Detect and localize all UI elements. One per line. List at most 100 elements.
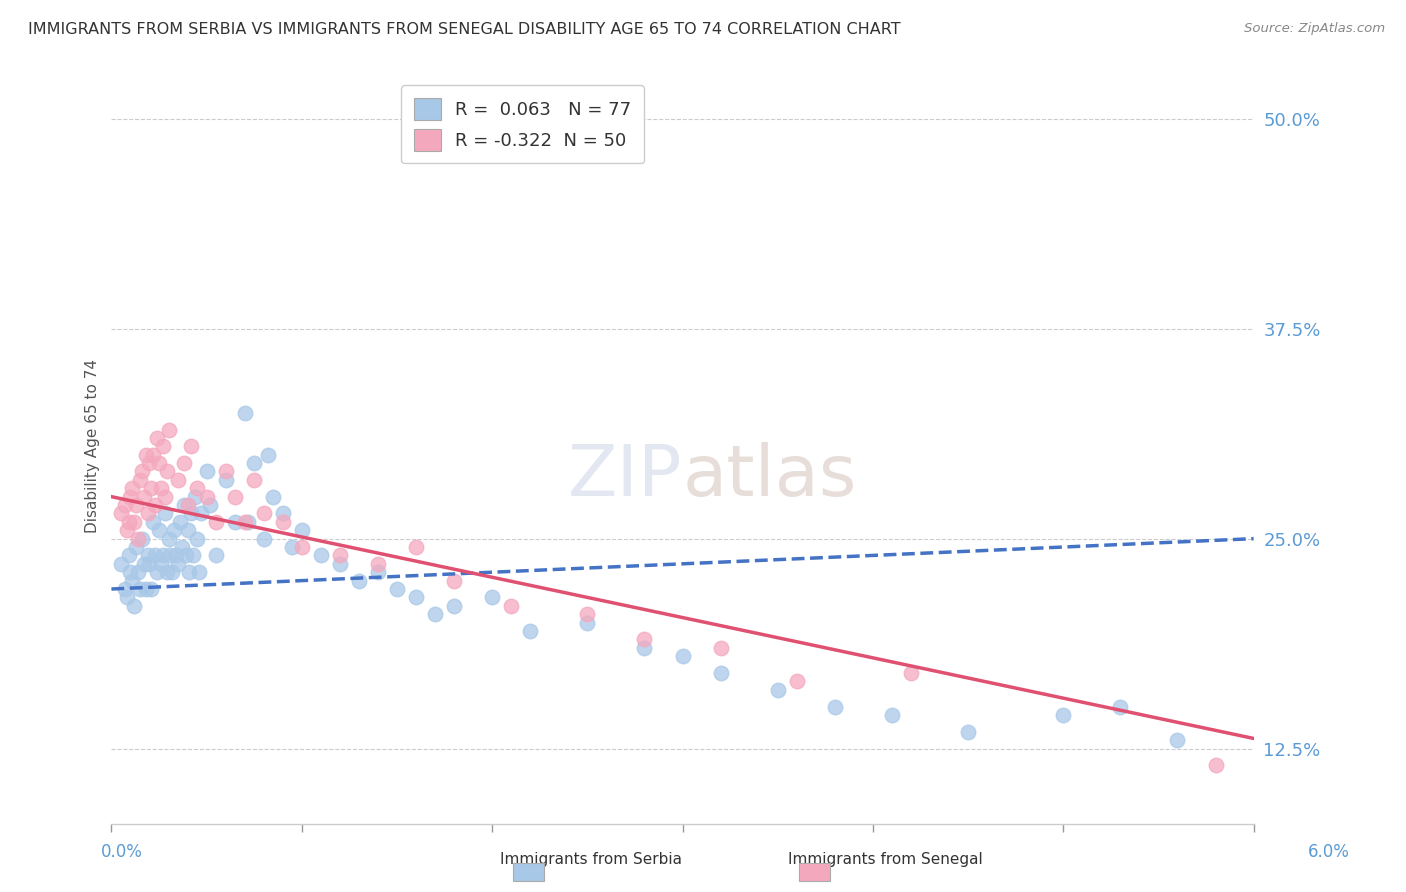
Text: IMMIGRANTS FROM SERBIA VS IMMIGRANTS FROM SENEGAL DISABILITY AGE 65 TO 74 CORREL: IMMIGRANTS FROM SERBIA VS IMMIGRANTS FRO… [28, 22, 901, 37]
Point [131, 532, 153, 546]
Point [824, 699, 846, 714]
Point [238, 515, 260, 529]
Point [1109, 699, 1132, 714]
Point [205, 515, 228, 529]
Point [309, 549, 332, 563]
Point [146, 565, 169, 579]
Point [132, 557, 155, 571]
Point [633, 632, 655, 647]
Point [127, 565, 149, 579]
Point [214, 473, 236, 487]
Point [157, 532, 180, 546]
Point [180, 439, 202, 453]
Point [117, 515, 139, 529]
Point [141, 481, 163, 495]
Point [184, 490, 207, 504]
Point [153, 507, 176, 521]
Point [173, 498, 195, 512]
Point [271, 507, 294, 521]
Point [900, 665, 922, 680]
Point [405, 591, 427, 605]
Text: 0.0%: 0.0% [101, 843, 143, 861]
Point [329, 549, 352, 563]
Point [200, 498, 222, 512]
Point [163, 523, 186, 537]
Point [243, 456, 266, 470]
Text: Source: ZipAtlas.com: Source: ZipAtlas.com [1244, 22, 1385, 36]
Point [173, 456, 195, 470]
Point [519, 624, 541, 638]
Point [367, 557, 389, 571]
Point [181, 549, 204, 563]
Point [281, 540, 304, 554]
Text: Immigrants from Serbia: Immigrants from Serbia [499, 852, 682, 867]
Point [195, 465, 218, 479]
Point [156, 565, 179, 579]
Point [115, 591, 138, 605]
Point [149, 557, 172, 571]
Point [169, 515, 191, 529]
Point [142, 448, 165, 462]
Point [129, 473, 152, 487]
Point [710, 665, 733, 680]
Y-axis label: Disability Age 65 to 74: Disability Age 65 to 74 [86, 359, 100, 533]
Point [122, 515, 145, 529]
Point [291, 540, 314, 554]
Point [190, 507, 212, 521]
Point [136, 549, 159, 563]
Point [271, 515, 294, 529]
Point [1205, 758, 1227, 772]
Point [243, 473, 266, 487]
Point [176, 523, 198, 537]
Point [142, 515, 165, 529]
Point [233, 406, 256, 420]
Point [146, 431, 169, 445]
Point [329, 557, 352, 571]
Point [157, 423, 180, 437]
Point [766, 682, 789, 697]
Point [224, 515, 246, 529]
Point [186, 481, 208, 495]
Point [443, 574, 465, 588]
Point [110, 507, 132, 521]
Point [443, 599, 465, 613]
Point [253, 532, 276, 546]
Point [786, 674, 808, 689]
Point [186, 532, 208, 546]
Text: 6.0%: 6.0% [1308, 843, 1350, 861]
Point [131, 465, 153, 479]
Point [149, 481, 172, 495]
Point [132, 490, 155, 504]
Text: ZIP: ZIP [568, 442, 682, 511]
Point [167, 557, 190, 571]
Point [195, 490, 218, 504]
Point [347, 574, 370, 588]
Point [170, 540, 193, 554]
Point [576, 607, 599, 622]
Point [671, 649, 693, 664]
Point [114, 582, 136, 596]
Point [152, 439, 174, 453]
Point [1166, 733, 1188, 747]
Point [880, 707, 903, 722]
Point [156, 465, 179, 479]
Point [121, 574, 143, 588]
Point [291, 523, 314, 537]
Point [143, 498, 166, 512]
Point [1052, 707, 1074, 722]
Point [957, 724, 980, 739]
Point [138, 456, 160, 470]
Point [633, 640, 655, 655]
Point [162, 565, 184, 579]
Point [120, 490, 142, 504]
Point [385, 582, 408, 596]
Point [129, 582, 152, 596]
Point [167, 473, 190, 487]
Point [224, 490, 246, 504]
Point [152, 549, 174, 563]
Point [121, 481, 143, 495]
Point [127, 532, 149, 546]
Point [253, 507, 276, 521]
Point [148, 523, 170, 537]
Point [143, 549, 166, 563]
